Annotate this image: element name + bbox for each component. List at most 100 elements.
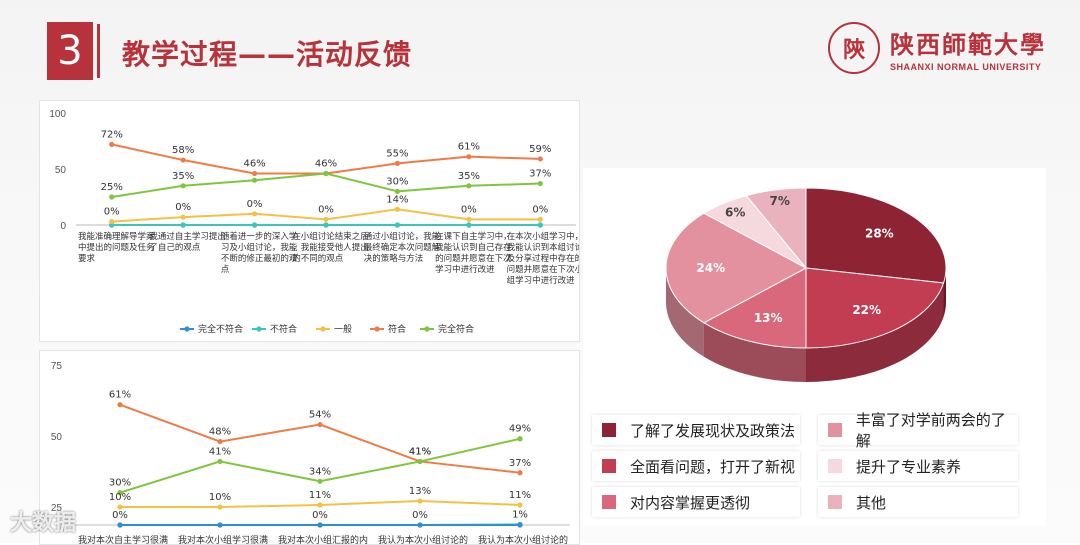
data-point (323, 216, 329, 222)
data-point (517, 436, 523, 442)
legend-marker (184, 326, 190, 332)
legend-label: 了解了发展现状及政策法 (630, 421, 796, 440)
pie-side (806, 282, 944, 382)
legend-swatch (828, 423, 842, 437)
data-label: 72% (101, 129, 123, 140)
data-label: 14% (386, 194, 408, 205)
pie-value-label: 24% (696, 261, 725, 275)
data-point (251, 170, 258, 177)
data-point (537, 222, 543, 228)
legend-label: 丰富了对学前两会的了解 (855, 411, 1006, 450)
data-point (109, 194, 115, 200)
data-label: 61% (458, 142, 480, 153)
legend-label: 一般 (334, 323, 352, 335)
legend-item: 了解了发展现状及政策法 (592, 415, 800, 445)
x-tick-label: 我对本次自主学习很满 (78, 534, 168, 544)
legend-label: 完全符合 (438, 323, 474, 335)
data-label: 11% (509, 490, 531, 501)
data-point (537, 156, 543, 162)
chart-panel-2: 25 50 75 我对本次自主学习很满 我对本次小组学习很满 我对本次小组汇报的内 我认为本… (39, 350, 580, 545)
pie-value-label: 13% (754, 311, 783, 325)
pie-value-label: 22% (852, 303, 881, 317)
data-label: 0% (112, 510, 128, 521)
pie-slice (702, 267, 807, 349)
pie-side (943, 268, 946, 317)
data-point (117, 490, 123, 496)
y-tick-label: 100 (49, 109, 66, 120)
data-point (117, 504, 123, 510)
data-point (517, 522, 523, 528)
data-label: 0% (104, 207, 120, 218)
data-label: 30% (386, 176, 408, 187)
data-point (417, 522, 423, 528)
data-point (517, 502, 523, 508)
data-point (217, 522, 223, 528)
legend-marker (320, 326, 326, 332)
logo-chinese-name: 陕西師範大學 (890, 29, 1046, 59)
watermark: 大数据 (10, 511, 77, 536)
data-point (180, 183, 186, 189)
data-point (251, 177, 258, 183)
data-label: 34% (309, 466, 331, 477)
data-point (109, 219, 115, 225)
data-label: 10% (109, 492, 131, 503)
data-label: 0% (461, 204, 477, 215)
data-point (466, 154, 472, 160)
data-label: 55% (386, 148, 408, 159)
x-tick-label: 在课下自主学习中，我能认识到自己存在的问题并愿意在下次学习中进行改进 (435, 231, 512, 275)
data-point (466, 222, 472, 228)
legend-swatch (602, 459, 616, 473)
data-point (109, 141, 115, 147)
data-point (217, 504, 223, 510)
y-tick-label: 75 (51, 361, 63, 372)
data-point (466, 216, 472, 222)
data-label: 10% (209, 492, 231, 503)
data-label: 61% (109, 390, 131, 401)
legend-marker (256, 326, 262, 332)
data-point (180, 222, 186, 228)
legend-label: 全面看问题，打开了新视 (630, 457, 796, 476)
y-tick-label: 0 (60, 221, 66, 232)
pie-slice (745, 187, 807, 270)
x-tick-label: 随着进一步的深入学习及小组讨论，我能不断的修正最初的观点 (221, 231, 298, 275)
data-label: 0% (318, 204, 334, 215)
legend-item: 对内容掌握更透彻 (592, 487, 800, 517)
data-label: 37% (509, 458, 531, 469)
chart-panel-1: 0 50 100 我能准确理解导学案中提出的问题及任务要求 我通过自主学习提出了自己的观… (39, 100, 580, 342)
legend-item: 全面看问题，打开了新视 (592, 451, 800, 481)
data-point (117, 522, 123, 528)
data-label: 59% (529, 144, 551, 155)
data-label: 0% (532, 204, 548, 215)
data-point (466, 183, 472, 189)
x-tick-label: 我对本次小组汇报的内 (278, 534, 368, 544)
pie-slice (805, 187, 947, 284)
university-seal-icon: 陝 (828, 22, 880, 74)
data-label: 48% (209, 427, 231, 438)
data-label: 13% (409, 486, 431, 497)
data-label: 41% (209, 446, 231, 457)
legend-item: 提升了专业素养 (818, 451, 1018, 481)
line-chart-1: 0 50 100 我能准确理解导学案中提出的问题及任务要求我通过自主学习提出了自己的观… (49, 109, 579, 335)
data-point (394, 206, 401, 212)
legend-swatch (602, 423, 616, 437)
data-label: 35% (458, 171, 480, 182)
data-point (317, 478, 323, 484)
data-point (323, 170, 329, 177)
legend-label: 符合 (388, 323, 406, 335)
data-point (517, 470, 523, 476)
pie-value-label: 7% (770, 194, 790, 208)
data-point (323, 222, 329, 228)
y-tick-label: 50 (55, 165, 67, 176)
data-point (394, 160, 401, 166)
data-label: 0% (247, 199, 263, 210)
x-tick-label: 我对本次小组学习很满 (178, 534, 268, 544)
data-label: 25% (101, 182, 123, 193)
section-number-box: 3 (47, 22, 93, 80)
data-point (417, 498, 423, 504)
data-label: 37% (529, 169, 551, 180)
data-label: 41% (409, 446, 431, 457)
legend-marker (374, 326, 380, 332)
legend-label: 提升了专业素养 (856, 457, 962, 476)
